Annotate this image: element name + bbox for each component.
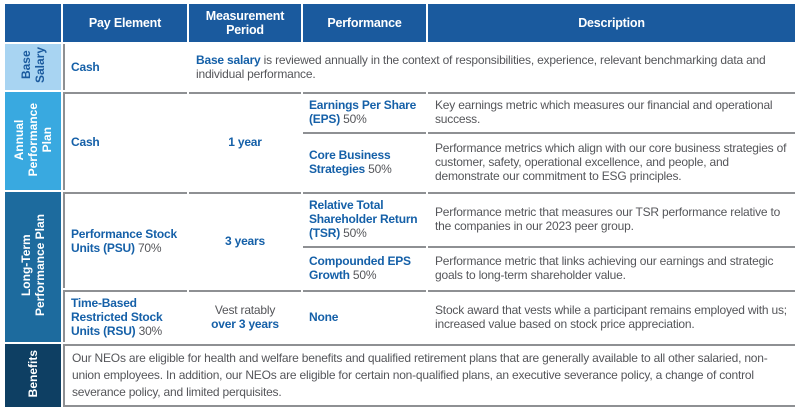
- cell-tsr-description: Performance metric that measures our TSR…: [428, 192, 795, 244]
- row-annual-eps: Annual Performance Plan Cash 1 year Earn…: [5, 92, 795, 190]
- rsu-pay-pct: 30%: [135, 324, 163, 338]
- psu-pay-pct: 70%: [134, 241, 162, 255]
- rsu-performance-label: None: [309, 310, 339, 324]
- header-corner-cell: [5, 4, 61, 42]
- group-label-benefits: Benefits: [5, 344, 61, 407]
- rsu-period-line1: Vest ratably: [214, 303, 276, 317]
- tsr-performance-pct: 50%: [340, 226, 367, 240]
- annual-pay-label: Cash: [71, 135, 100, 149]
- group-label-annual-performance-plan: Annual Performance Plan: [5, 92, 61, 190]
- header-pay-element: Pay Element: [63, 4, 187, 42]
- group-label-long-term-performance-plan: Long-Term Performance Plan: [5, 192, 61, 342]
- header-performance: Performance: [303, 4, 426, 42]
- cell-benefits-description: Our NEOs are eligible for health and wel…: [63, 344, 795, 407]
- row-long-term-tsr: Long-Term Performance Plan Performance S…: [5, 192, 795, 342]
- cell-rsu-description: Stock award that vests while a participa…: [428, 290, 795, 342]
- row-annual-core-business: Core Business Strategies 50% Performance…: [5, 132, 795, 190]
- rsu-pay-bold: Time-Based Restricted Stock Units (RSU): [71, 296, 163, 338]
- eps-performance-bold: Earnings Per Share (EPS): [309, 98, 417, 126]
- core-business-performance-bold: Core Business Strategies: [309, 148, 391, 176]
- row-long-term-rsu: Time-Based Restricted Stock Units (RSU) …: [5, 290, 795, 342]
- cell-base-salary-description: Base salary is reviewed annually in the …: [189, 44, 795, 90]
- compounded-eps-bold: Compounded EPS Growth: [309, 254, 411, 282]
- cell-compounded-eps-description: Performance metric that links achieving …: [428, 246, 795, 288]
- cell-annual-pay: Cash: [63, 92, 187, 190]
- header-description: Description: [428, 4, 795, 42]
- long-term-plan-rotated-label: Long-Term Performance Plan: [19, 214, 47, 317]
- cell-base-salary-pay: Cash: [63, 44, 187, 90]
- row-benefits: Benefits Our NEOs are eligible for healt…: [5, 344, 795, 407]
- row-base-salary: Base Salary Cash Base salary is reviewed…: [5, 44, 795, 90]
- cell-psu-pay: Performance Stock Units (PSU) 70%: [63, 192, 187, 288]
- group-label-base-salary: Base Salary: [5, 44, 61, 90]
- eps-performance-pct: 50%: [340, 112, 367, 126]
- base-salary-pay-label: Cash: [71, 60, 100, 74]
- cell-core-business-description: Performance metrics which align with our…: [428, 132, 795, 190]
- base-salary-rotated-label: Base Salary: [19, 47, 47, 84]
- base-salary-desc-text: is reviewed annually in the context of r…: [196, 53, 766, 81]
- psu-period-label: 3 years: [225, 234, 265, 248]
- annual-plan-rotated-label: Annual Performance Plan: [12, 102, 54, 177]
- table-header-row: Pay Element Measurement Period Performan…: [5, 4, 795, 42]
- psu-pay-bold: Performance Stock Units (PSU): [71, 227, 177, 255]
- cell-eps-performance: Earnings Per Share (EPS) 50%: [303, 92, 426, 130]
- benefits-rotated-label: Benefits: [26, 350, 40, 398]
- core-business-performance-pct: 50%: [365, 162, 392, 176]
- cell-rsu-performance: None: [303, 290, 426, 342]
- rsu-period-line2: over 3 years: [211, 317, 279, 331]
- row-long-term-compounded-eps: Compounded EPS Growth 50% Performance me…: [5, 246, 795, 288]
- cell-annual-period: 1 year: [189, 92, 301, 190]
- tsr-performance-bold: Relative Total Shareholder Return (TSR): [309, 198, 418, 240]
- cell-core-business-performance: Core Business Strategies 50%: [303, 132, 426, 190]
- compensation-elements-table: Pay Element Measurement Period Performan…: [3, 2, 797, 409]
- cell-rsu-pay: Time-Based Restricted Stock Units (RSU) …: [63, 290, 187, 342]
- cell-compounded-eps-performance: Compounded EPS Growth 50%: [303, 246, 426, 288]
- cell-psu-period: 3 years: [189, 192, 301, 288]
- cell-eps-description: Key earnings metric which measures our f…: [428, 92, 795, 130]
- annual-period-label: 1 year: [228, 135, 262, 149]
- cell-tsr-performance: Relative Total Shareholder Return (TSR) …: [303, 192, 426, 244]
- compounded-eps-pct: 50%: [349, 268, 377, 282]
- header-measurement-period: Measurement Period: [189, 4, 301, 42]
- base-salary-desc-bold: Base salary: [196, 53, 261, 67]
- cell-rsu-period: Vest ratably over 3 years: [189, 290, 301, 342]
